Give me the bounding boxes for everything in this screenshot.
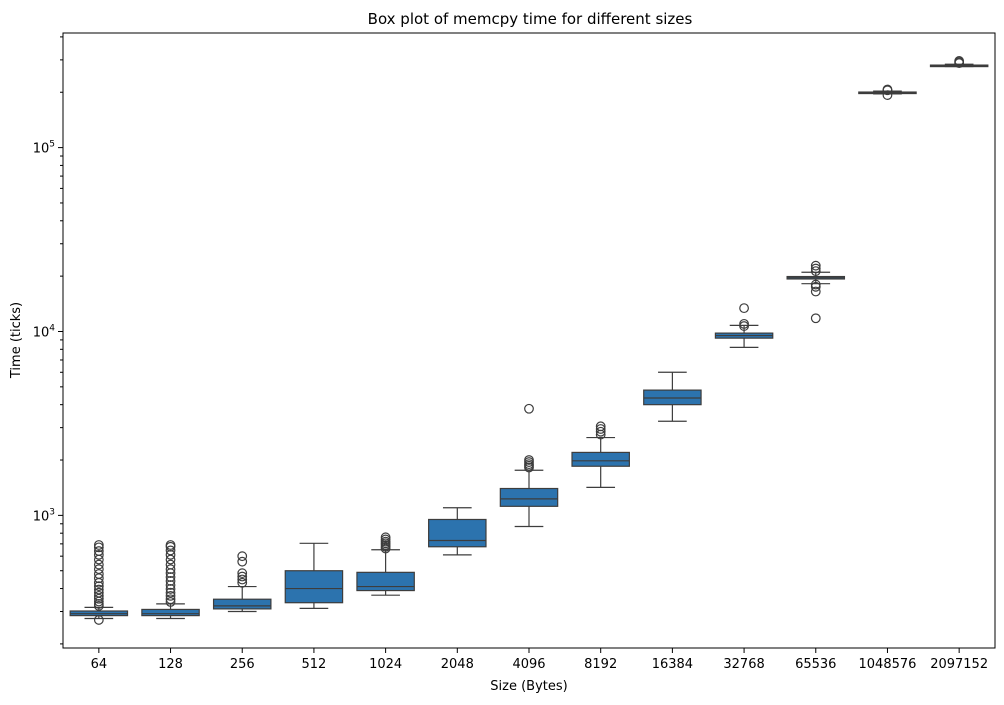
y-tick-label: 104: [33, 323, 56, 340]
outlier-point: [810, 279, 821, 290]
x-tick-label: 1024: [369, 657, 402, 672]
x-tick-label: 1048576: [859, 657, 917, 672]
x-axis-label: Size (Bytes): [490, 679, 567, 694]
y-axis-label: Time (ticks): [9, 302, 24, 379]
outlier-point: [93, 569, 104, 579]
outlier-point: [810, 266, 821, 277]
box-iqr: [499, 487, 559, 507]
outlier-point: [237, 574, 248, 585]
x-tick-label: 4096: [512, 657, 545, 672]
y-tick-label: 103: [33, 507, 55, 524]
outlier-point: [524, 403, 534, 414]
outlier-point: [93, 581, 104, 592]
outlier-point: [739, 303, 749, 314]
box-iqr: [212, 598, 272, 610]
box-iqr: [428, 518, 487, 548]
box-iqr: [571, 451, 630, 467]
outlier-point: [165, 572, 176, 582]
outlier-point: [93, 584, 104, 595]
outlier-point: [93, 587, 104, 598]
outlier-point: [165, 580, 176, 590]
outlier-point: [93, 559, 104, 570]
outlier-point: [380, 532, 391, 543]
outlier-point: [810, 286, 821, 297]
box-group-256: [212, 551, 272, 613]
outlier-point: [165, 564, 176, 575]
outlier-point: [882, 84, 893, 95]
y-axis: 103 104 105: [33, 36, 63, 645]
outlier-point: [237, 551, 248, 562]
outlier-point: [595, 421, 606, 432]
box-group-512: [284, 542, 344, 609]
box-iqr: [356, 571, 415, 592]
outlier-point: [93, 540, 104, 550]
outlier-point: [165, 594, 176, 605]
outlier-point: [810, 260, 821, 271]
x-tick-label: 2048: [441, 657, 474, 672]
outlier-point: [595, 424, 606, 434]
outlier-point: [237, 577, 248, 588]
box-iqr: [141, 608, 200, 617]
outlier-point: [165, 559, 176, 570]
box-group-1024: [356, 532, 415, 596]
outlier-point: [237, 568, 248, 579]
chart-title: Box plot of memcpy time for different si…: [368, 10, 693, 28]
x-tick-label: 128: [158, 657, 183, 672]
outlier-point: [237, 556, 248, 567]
x-tick-label: 65536: [795, 657, 836, 672]
box-group-128: [141, 540, 200, 620]
outlier-point: [93, 549, 104, 560]
y-tick-label: 105: [33, 140, 55, 157]
box-group-32768: [714, 303, 774, 348]
outlier-point: [524, 455, 534, 465]
x-tick-label: 32768: [723, 657, 764, 672]
box-group-64: [69, 540, 129, 625]
outlier-point: [954, 56, 965, 66]
box-group-65536: [786, 260, 846, 324]
outlier-point: [93, 564, 104, 575]
outlier-point: [739, 318, 749, 329]
outlier-point: [595, 426, 606, 437]
outlier-point: [165, 540, 176, 550]
outlier-point: [810, 263, 821, 274]
plot-frame: [62, 32, 996, 649]
x-tick-label: 256: [230, 657, 255, 672]
box-group-8192: [571, 421, 630, 488]
outlier-point: [165, 597, 176, 607]
outlier-point: [165, 590, 176, 601]
box-group-16384: [643, 371, 702, 422]
outlier-point: [165, 576, 176, 586]
box-group-2097152: [929, 56, 989, 69]
plot-area: [69, 56, 989, 625]
outlier-point: [93, 593, 104, 604]
x-axis: 64 128 256 512 1024 2048 4096 8192 16384 32768 655…: [91, 648, 988, 672]
x-tick-label: 16384: [652, 657, 693, 672]
x-tick-label: 2097152: [930, 657, 988, 672]
x-tick-label: 512: [302, 657, 327, 672]
outlier-point: [810, 313, 821, 324]
outlier-point: [165, 545, 176, 556]
outlier-point: [93, 546, 104, 556]
x-tick-label: 64: [91, 657, 108, 672]
box-group-2048: [428, 507, 487, 556]
outlier-point: [165, 587, 176, 598]
box-iqr: [284, 570, 344, 604]
outlier-point: [237, 571, 248, 582]
outlier-point: [93, 590, 104, 601]
box-group-1048576: [858, 84, 917, 100]
x-tick-label: 8192: [584, 657, 617, 672]
box-group-4096: [499, 403, 559, 528]
outlier-point: [882, 90, 893, 100]
outlier-point: [93, 615, 104, 625]
